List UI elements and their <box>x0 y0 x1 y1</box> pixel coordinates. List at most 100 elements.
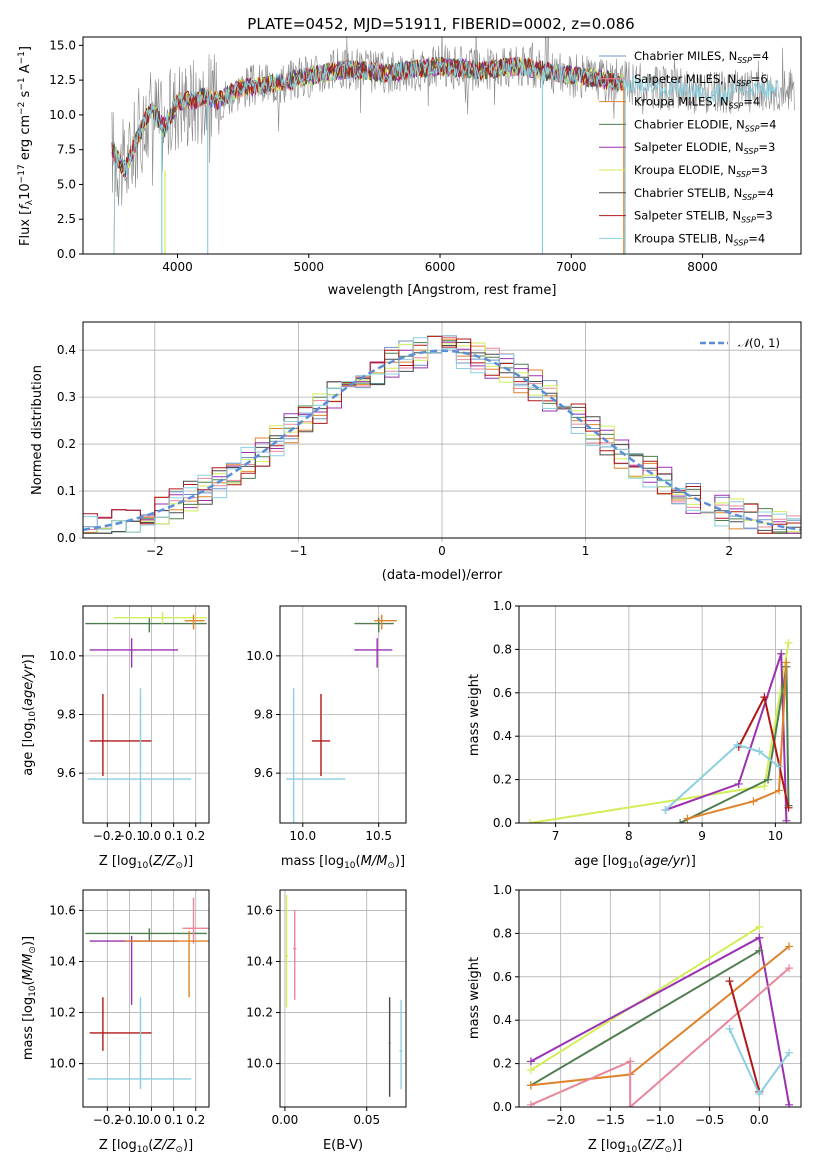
x-tick-label: −0.2 <box>93 1113 122 1127</box>
spectrum-xlabel: wavelength [Angstrom, rest frame] <box>328 283 557 298</box>
mass-weight-point <box>785 1048 794 1057</box>
x-tick-label: 9 <box>698 829 706 843</box>
panel-ticks: 0.00 0.05 10.0 10.2 10.4 10.6 <box>246 890 406 1127</box>
age-vs-z-panel: −0.2−0.10.0 0.1 0.2 9.6 9.8 10.0 <box>49 605 210 843</box>
y-tick-label: 0.0 <box>57 531 76 545</box>
x-tick-label: 1 <box>582 544 590 558</box>
x-tick-label: 10.5 <box>365 829 392 843</box>
mass-weight-point <box>725 977 734 986</box>
panel-ticks: 10.0 10.5 9.6 9.8 10.0 <box>246 606 406 843</box>
mass-weight-point <box>784 803 793 812</box>
legend-label: Chabrier MILES, NSSP=4 <box>634 49 769 65</box>
mass-weight-point <box>782 816 791 823</box>
x-tick-label: −1.0 <box>645 1113 674 1127</box>
x-tick-label: 0.1 <box>164 1113 183 1127</box>
mass-vs-z-panel: −0.2−0.10.0 0.1 0.2 10.0 10.2 10.4 10.6 <box>49 889 210 1127</box>
mass-weight-point <box>526 1066 535 1075</box>
mass-weight-line <box>529 642 790 823</box>
panel-frame <box>279 889 407 1108</box>
x-tick-label: 10.0 <box>289 829 316 843</box>
x-tick-label: 7000 <box>556 260 587 274</box>
mw-z-ylabel: mass weight <box>467 957 482 1039</box>
panel-data <box>284 895 403 1097</box>
panel-ticks: −0.2−0.10.0 0.1 0.2 9.6 9.8 10.0 <box>49 606 209 843</box>
y-tick-label: 10.0 <box>49 649 76 663</box>
mass-weight-point <box>526 1081 535 1090</box>
x-tick-label: −1 <box>290 544 308 558</box>
x-tick-label: −0.1 <box>115 1113 144 1127</box>
mass-weight-point <box>526 1100 535 1107</box>
mass-weight-line <box>530 967 790 1107</box>
x-tick-label: 0.2 <box>186 829 205 843</box>
spectrum-title: PLATE=0452, MJD=51911, FIBERID=0002, z=0… <box>247 15 634 33</box>
x-tick-label: −0.5 <box>695 1113 724 1127</box>
mass-weight-point <box>626 1103 635 1107</box>
panel-ticks: 7 8 9 10 0.0 0.2 0.4 0.6 0.8 1.0 <box>493 599 801 843</box>
normal-curve-line <box>82 349 802 532</box>
y-tick-label: 1.0 <box>493 599 512 613</box>
y-tick-label: 10.0 <box>246 1057 273 1071</box>
y-tick-label: 0.6 <box>493 970 512 984</box>
y-tick-label: 10.4 <box>246 954 273 968</box>
mass-weight-line <box>665 653 788 821</box>
mass-weight-point <box>777 649 786 658</box>
legend-label: Kroupa MILES, NSSP=4 <box>634 95 760 111</box>
panel-data <box>526 922 794 1107</box>
age-mass-xlabel: mass [log10(M/M⊙)] <box>281 854 405 871</box>
data-spectrum-line <box>111 37 795 206</box>
y-tick-label: 0.0 <box>493 1100 512 1114</box>
mass-z-ylabel: mass [log10(M/M⊙)] <box>21 936 38 1060</box>
legend-label: Kroupa STELIB, NSSP=4 <box>634 231 765 247</box>
panel-data <box>85 611 207 823</box>
age-vs-mass-panel: 10.0 10.5 9.6 9.8 10.0 <box>246 605 407 843</box>
panel-frame <box>82 605 210 824</box>
mass-weight-point <box>760 782 769 791</box>
y-tick-label: 0.4 <box>57 343 76 357</box>
y-tick-label: 9.8 <box>254 708 273 722</box>
legend-label: Salpeter MILES, NSSP=6 <box>634 72 768 88</box>
y-tick-label: 0.1 <box>57 484 76 498</box>
mass-weight-point <box>785 1100 794 1107</box>
mass-weight-vs-age-panel: 7 8 9 10 0.0 0.2 0.4 0.6 0.8 1.0 <box>493 599 802 843</box>
legend-label: Chabrier STELIB, NSSP=4 <box>634 186 774 202</box>
y-tick-label: 10.4 <box>49 954 76 968</box>
y-tick-label: 0.6 <box>493 686 512 700</box>
y-tick-label: 10.0 <box>246 649 273 663</box>
mass-weight-line <box>664 743 780 811</box>
panel-frame <box>518 889 802 1108</box>
y-tick-label: 9.6 <box>254 766 273 780</box>
y-tick-label: 10.2 <box>49 1006 76 1020</box>
y-tick-label: 9.6 <box>57 766 76 780</box>
x-tick-label: −2.0 <box>546 1113 575 1127</box>
mw-age-xlabel: age [log10(age/yr)] <box>574 854 696 871</box>
x-tick-label: 10 <box>768 829 783 843</box>
y-tick-label: 1.0 <box>493 883 512 897</box>
spectrum-ylabel: Flux [fλ10−17 erg cm−2 s−1 A−1] <box>17 46 35 246</box>
y-tick-label: 12.5 <box>49 73 76 87</box>
spectrum-legend: Chabrier MILES, NSSP=4 Salpeter MILES, NS… <box>599 49 776 247</box>
legend-label: Salpeter ELODIE, NSSP=3 <box>634 140 775 156</box>
y-tick-label: 0.8 <box>493 926 512 940</box>
x-tick-label: 0.05 <box>353 1113 380 1127</box>
x-tick-label: 0.00 <box>272 1113 299 1127</box>
mass-weight-point <box>525 819 534 823</box>
y-tick-label: 0.8 <box>493 642 512 656</box>
x-tick-label: 5000 <box>293 260 324 274</box>
y-tick-label: 0.0 <box>493 816 512 830</box>
mass-weight-point <box>755 922 764 931</box>
mass-weight-point <box>733 740 742 749</box>
panel-data <box>85 897 209 1090</box>
mass-weight-point <box>775 762 784 771</box>
x-tick-label: 0.2 <box>186 1113 205 1127</box>
y-tick-label: 0.2 <box>57 437 76 451</box>
x-tick-label: 0.0 <box>142 829 161 843</box>
x-tick-label: 8 <box>625 829 633 843</box>
legend-label: Salpeter STELIB, NSSP=3 <box>634 209 773 225</box>
mass-ebv-xlabel: E(B-V) <box>323 1138 363 1153</box>
mass-weight-point <box>775 786 784 795</box>
mass-weight-point <box>755 1089 764 1098</box>
age-z-ylabel: age [log10(age/yr)] <box>21 654 38 776</box>
x-tick-label: −2 <box>146 544 164 558</box>
y-tick-label: 0.2 <box>493 773 512 787</box>
y-tick-label: 0.4 <box>493 1013 512 1027</box>
